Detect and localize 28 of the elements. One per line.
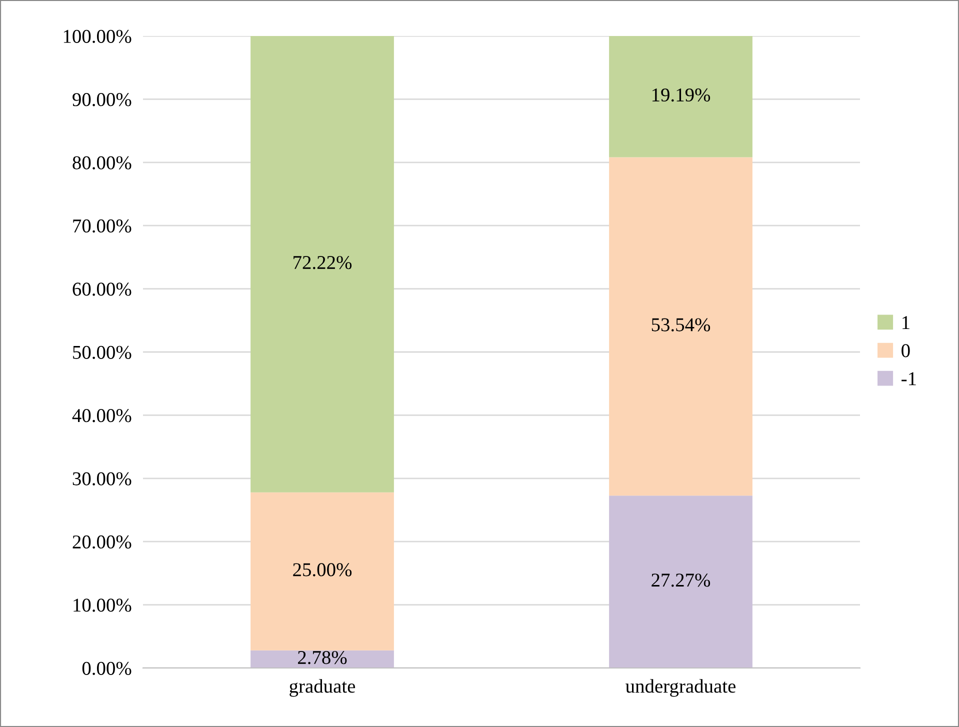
bar: [250, 36, 394, 492]
data-label: 27.27%: [652, 574, 710, 587]
y-tick-label: 70.00%: [73, 219, 132, 233]
y-tick-label: 60.00%: [72, 282, 132, 296]
data-label: 72.22%: [294, 256, 352, 270]
data-label: 19.19%: [652, 88, 710, 102]
data-label: 25.00%: [293, 563, 352, 576]
bar: [609, 157, 752, 496]
bar: [609, 496, 752, 668]
x-tick-label: graduate: [290, 679, 356, 697]
y-tick-label: 100.00%: [64, 30, 132, 44]
bar: [250, 492, 394, 650]
y-tick-label: 10.00%: [74, 598, 132, 612]
bar: [609, 36, 752, 158]
legend-label: 0: [902, 344, 910, 358]
y-tick-label: 80.00%: [72, 156, 132, 170]
x-tick-label: undergraduate: [626, 679, 736, 697]
y-tick-label: 0.00%: [82, 662, 132, 676]
y-tick-label: 40.00%: [72, 409, 132, 422]
legend-label: -1: [902, 372, 916, 386]
y-tick-label: 50.00%: [73, 346, 132, 360]
y-tick-label: 30.00%: [72, 472, 132, 486]
data-label: 2.78%: [298, 650, 347, 664]
data-label: 53.54%: [652, 318, 710, 332]
bar: [250, 650, 394, 668]
y-tick-label: 20.00%: [72, 535, 132, 549]
legend-label: 1: [902, 316, 910, 329]
y-tick-label: 90.00%: [72, 93, 132, 106]
